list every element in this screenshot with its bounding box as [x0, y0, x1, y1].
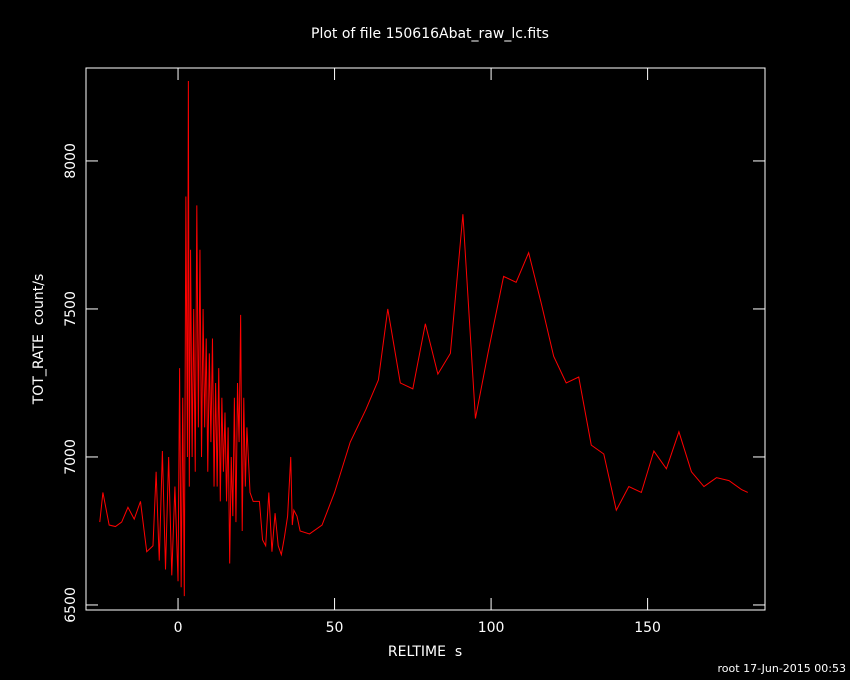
x-axis-label: RELTIME s: [388, 644, 462, 660]
x-tick-label: 100: [478, 620, 505, 636]
plot-frame: [85, 67, 766, 611]
y-tick-label: 7500: [63, 291, 79, 327]
y-tick-label: 8000: [63, 143, 79, 179]
y-tick-label: 7000: [63, 439, 79, 475]
footer: root 17-Jun-2015 00:53: [718, 662, 846, 675]
chart-title: Plot of file 150616Abat_raw_lc.fits: [311, 26, 549, 42]
x-tick-label: 0: [174, 620, 183, 636]
x-tick-label: 150: [634, 620, 661, 636]
y-tick-label: 6500: [63, 587, 79, 623]
x-tick-label: 50: [326, 620, 344, 636]
data-line: [99, 81, 748, 597]
y-axis-label: TOT_RATE count/s: [31, 274, 47, 406]
